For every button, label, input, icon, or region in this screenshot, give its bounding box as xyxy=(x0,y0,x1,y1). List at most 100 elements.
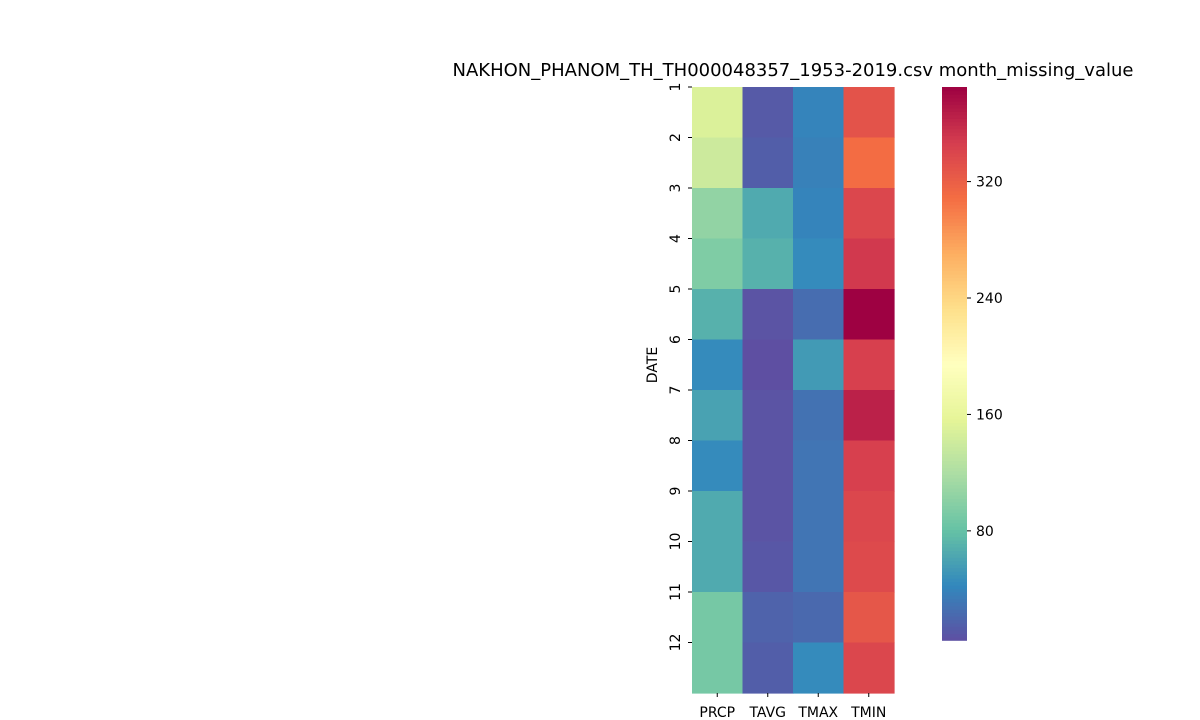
colorbar-segment xyxy=(942,370,967,375)
colorbar-segment xyxy=(942,460,967,465)
colorbar-segment xyxy=(942,470,967,475)
colorbar-segment xyxy=(942,563,967,569)
colorbar-segment xyxy=(942,125,967,130)
y-tick-label: 3 xyxy=(668,184,684,193)
heatmap-cell xyxy=(742,289,794,341)
colorbar-segment xyxy=(942,114,967,119)
heatmap-cell xyxy=(843,87,895,139)
y-tick-label: 10 xyxy=(668,533,684,551)
heatmap-cell xyxy=(742,87,794,139)
colorbar-segment xyxy=(942,633,967,638)
colorbar-segment xyxy=(942,142,967,147)
heatmap-cell xyxy=(742,491,794,543)
colorbar-segment xyxy=(942,211,967,216)
colorbar-segment xyxy=(942,487,967,493)
colorbar-segment xyxy=(942,159,967,164)
colorbar-segment xyxy=(942,138,967,144)
colorbar-segment xyxy=(942,536,967,541)
heatmap-cell xyxy=(692,137,744,189)
colorbar-segment xyxy=(942,567,967,572)
colorbar-segment xyxy=(942,100,967,106)
colorbar-segment xyxy=(942,93,967,99)
colorbar-segment xyxy=(942,201,967,206)
heatmap-cell xyxy=(793,137,845,189)
colorbar-segment xyxy=(942,512,967,517)
colorbar-segment xyxy=(942,373,967,379)
colorbar-segment xyxy=(942,546,967,551)
colorbar-segment xyxy=(942,436,967,441)
colorbar-segment xyxy=(942,97,967,102)
colorbar-segment xyxy=(942,287,967,292)
colorbar-segment xyxy=(942,207,967,213)
heatmap-cell xyxy=(692,339,744,391)
colorbar-segment xyxy=(942,557,967,562)
colorbar-segment xyxy=(942,152,967,157)
heatmap-cell xyxy=(692,390,744,442)
colorbar-segment xyxy=(942,232,967,237)
colorbar-segment xyxy=(942,197,967,202)
colorbar-segment xyxy=(942,598,967,603)
colorbar-segment xyxy=(942,387,967,392)
colorbar-segment xyxy=(942,494,967,500)
y-axis-label: DATE xyxy=(645,347,661,383)
heatmap-cell xyxy=(692,541,744,593)
heatmap-cell xyxy=(793,339,845,391)
colorbar-segment xyxy=(942,339,967,344)
colorbar-segment xyxy=(942,612,967,617)
heatmap-cell xyxy=(793,592,845,644)
colorbar-tick-label: 320 xyxy=(976,175,1003,191)
colorbar-segment xyxy=(942,332,967,337)
colorbar-segment xyxy=(942,249,967,254)
colorbar-segment xyxy=(942,467,967,472)
colorbar-segment xyxy=(942,377,967,382)
heatmap-cell xyxy=(843,137,895,189)
heatmap-cell xyxy=(692,592,744,644)
y-tick-label: 2 xyxy=(668,133,684,142)
colorbar-segment xyxy=(942,404,967,410)
heatmap-cell xyxy=(742,238,794,290)
colorbar-segment xyxy=(942,560,967,565)
colorbar-segment xyxy=(942,608,967,614)
colorbar-segment xyxy=(942,346,967,351)
heatmap-cell xyxy=(843,339,895,391)
colorbar-segment xyxy=(942,501,967,507)
colorbar-segment xyxy=(942,187,967,192)
colorbar-segment xyxy=(942,308,967,313)
heatmap-cell xyxy=(692,491,744,543)
colorbar-segment xyxy=(942,591,967,596)
colorbar-segment xyxy=(942,270,967,275)
heatmap-cell xyxy=(843,642,895,694)
y-tick-label: 8 xyxy=(668,436,684,445)
heatmap-cell xyxy=(843,592,895,644)
y-tick-label: 5 xyxy=(668,285,684,294)
colorbar-segment xyxy=(942,163,967,168)
colorbar-segment xyxy=(942,325,967,330)
colorbar-segment xyxy=(942,384,967,389)
colorbar-segment xyxy=(942,622,967,627)
colorbar-segment xyxy=(942,601,967,607)
colorbar-segment xyxy=(942,636,967,641)
heatmap-cell xyxy=(742,188,794,240)
colorbar-segment xyxy=(942,121,967,126)
colorbar-segment xyxy=(942,221,967,227)
colorbar-segment xyxy=(942,439,967,444)
colorbar-segment xyxy=(942,615,967,621)
colorbar-segment xyxy=(942,183,967,189)
x-tick-label: PRCP xyxy=(699,705,735,720)
heatmap-cell xyxy=(692,188,744,240)
colorbar-segment xyxy=(942,484,967,489)
colorbar-segment xyxy=(942,408,967,413)
colorbar-segment xyxy=(942,508,967,513)
colorbar-segment xyxy=(942,619,967,624)
colorbar-segment xyxy=(942,550,967,555)
colorbar-segment xyxy=(942,263,967,268)
colorbar-segment xyxy=(942,90,967,95)
x-tick-label: TAVG xyxy=(748,705,786,720)
colorbar-segment xyxy=(942,449,967,455)
colorbar-segment xyxy=(942,239,967,244)
colorbar-segment xyxy=(942,529,967,534)
heatmap-cell xyxy=(843,541,895,593)
colorbar-segment xyxy=(942,481,967,486)
colorbar-segment xyxy=(942,128,967,133)
colorbar-segment xyxy=(942,342,967,348)
